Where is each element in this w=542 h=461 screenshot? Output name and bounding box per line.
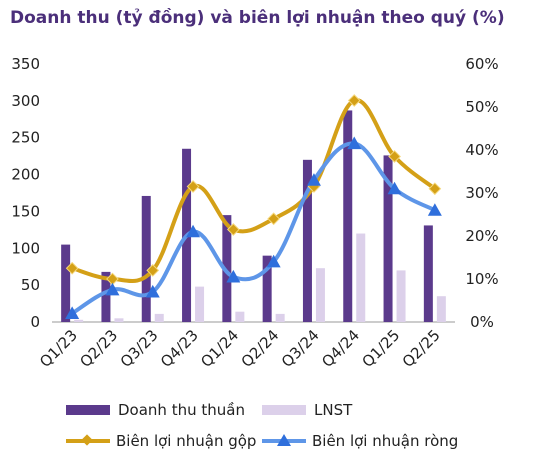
- legend-swatch-net-margin: [262, 434, 306, 446]
- legend-label-lnst: LNST: [314, 401, 353, 419]
- y-left-axis: 0 50 100 150 200 250 300 350: [11, 55, 40, 331]
- x-tick-label: Q2/23: [76, 326, 121, 371]
- y-right-tick-label: 50%: [465, 98, 498, 116]
- point-gross-margin: [65, 261, 79, 275]
- legend-swatch-gross-margin: [66, 434, 110, 446]
- x-tick-label: Q1/24: [197, 326, 242, 371]
- legend-swatch-lnst: [262, 405, 306, 415]
- legend-label-gross-margin: Biên lợi nhuận gộp: [116, 432, 257, 450]
- legend-item-gross-margin: Biên lợi nhuận gộp: [66, 432, 256, 450]
- bar-lnst: [436, 296, 446, 322]
- bar-revenue: [423, 225, 433, 322]
- point-net-margin: [145, 284, 160, 298]
- legend-item-net-margin: Biên lợi nhuận ròng: [262, 432, 458, 450]
- bar-revenue: [222, 215, 232, 322]
- x-tick-label: Q4/23: [157, 326, 202, 371]
- point-gross-margin: [347, 94, 361, 107]
- bar-lnst: [195, 286, 205, 322]
- bar-revenue: [141, 195, 151, 322]
- point-net-margin: [105, 282, 120, 296]
- line-net-margin: [71, 141, 436, 316]
- y-right-tick-label: 10%: [465, 270, 498, 288]
- y-left-tick-label: 50: [21, 276, 40, 294]
- x-tick-label: Q4/24: [318, 326, 363, 371]
- x-axis: Q1/23Q2/23Q3/23Q4/23Q1/24Q2/24Q3/24Q4/24…: [36, 326, 444, 371]
- lines-layer: [65, 94, 442, 319]
- bar-lnst: [235, 311, 245, 322]
- bar-revenue: [61, 244, 71, 322]
- y-right-tick-label: 0%: [470, 313, 494, 331]
- y-left-tick-label: 300: [11, 92, 40, 110]
- line-gross-margin: [71, 98, 437, 284]
- bar-lnst: [356, 233, 366, 322]
- y-left-tick-label: 350: [11, 55, 40, 73]
- x-tick-label: Q3/23: [117, 326, 162, 371]
- point-net-margin: [427, 203, 442, 216]
- bar-revenue: [262, 255, 272, 322]
- point-gross-margin: [267, 212, 281, 226]
- point-net-margin: [387, 181, 402, 195]
- y-right-tick-label: 20%: [465, 227, 498, 245]
- point-gross-margin: [186, 180, 200, 193]
- bar-revenue: [101, 271, 111, 322]
- point-gross-margin: [146, 264, 160, 277]
- point-gross-margin: [428, 182, 442, 196]
- legend-item-revenue: Doanh thu thuần: [66, 401, 245, 419]
- y-right-tick-label: 30%: [465, 184, 498, 202]
- bar-revenue: [343, 110, 353, 322]
- y-right-tick-label: 60%: [465, 55, 498, 73]
- bar-lnst: [315, 268, 325, 322]
- legend-item-lnst: LNST: [262, 401, 352, 419]
- y-left-tick-label: 200: [11, 166, 40, 184]
- chart-title: Doanh thu (tỷ đồng) và biên lợi nhuận th…: [10, 8, 505, 28]
- bar-lnst: [154, 313, 164, 322]
- bar-lnst: [396, 270, 406, 322]
- combo-chart: 0 50 100 150 200 250 300 350 0% 10% 20% 30% 40% 50% 6…: [11, 55, 498, 371]
- point-gross-margin: [106, 272, 119, 286]
- x-tick-label: Q1/25: [358, 326, 403, 371]
- legend-label-revenue: Doanh thu thuần: [118, 401, 245, 419]
- y-left-tick-label: 100: [11, 239, 40, 257]
- bar-lnst: [275, 313, 285, 322]
- point-net-margin: [186, 224, 201, 238]
- bar-lnst: [114, 318, 124, 322]
- y-left-tick-label: 0: [30, 313, 40, 331]
- point-gross-margin: [226, 223, 240, 236]
- x-tick-label: Q3/24: [278, 326, 323, 371]
- bar-lnst: [74, 319, 84, 322]
- bar-revenue: [383, 155, 393, 322]
- y-right-tick-label: 40%: [465, 141, 498, 159]
- point-net-margin: [306, 173, 321, 186]
- y-right-axis: 0% 10% 20% 30% 40% 50% 60%: [465, 55, 498, 331]
- point-gross-margin: [388, 150, 401, 163]
- legend-swatch-revenue: [66, 405, 110, 415]
- point-net-margin: [266, 254, 281, 268]
- bar-revenue: [302, 159, 312, 322]
- point-net-margin: [347, 136, 362, 150]
- x-tick-label: Q1/23: [36, 326, 81, 371]
- legend-label-net-margin: Biên lợi nhuận ròng: [312, 432, 459, 450]
- y-left-tick-label: 250: [11, 129, 40, 147]
- x-tick-label: Q2/24: [238, 326, 283, 371]
- point-net-margin: [226, 269, 241, 283]
- point-net-margin: [65, 306, 80, 319]
- y-left-tick-label: 150: [11, 202, 40, 220]
- x-tick-label: Q2/25: [399, 326, 444, 371]
